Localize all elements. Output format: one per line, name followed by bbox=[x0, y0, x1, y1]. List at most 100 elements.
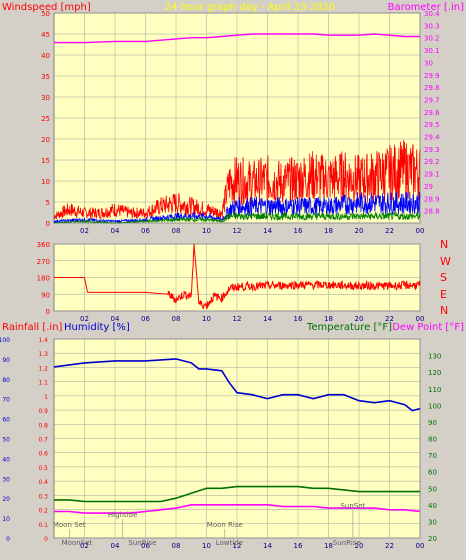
x-tick-label: 10 bbox=[202, 315, 211, 323]
rainfall-tick-label: 0.8 bbox=[38, 422, 48, 429]
x-tick-label: 08 bbox=[172, 227, 181, 235]
barometer-tick-label: 29.9 bbox=[424, 72, 440, 80]
x-tick-label: 14 bbox=[263, 315, 272, 323]
x-tick-label: 04 bbox=[111, 542, 120, 550]
x-tick-label: 06 bbox=[141, 315, 150, 323]
rainfall-tick-label: 0.5 bbox=[38, 465, 48, 472]
astro-annotation-label: SunRise bbox=[333, 539, 361, 547]
astro-annotation-label: SunSet bbox=[340, 502, 365, 510]
x-tick-label: 18 bbox=[324, 227, 333, 235]
x-tick-label: 22 bbox=[385, 542, 394, 550]
astro-annotation-label: Moon Set bbox=[53, 521, 86, 529]
temperature-tick-label: 20 bbox=[428, 535, 437, 543]
compass-label-n-top: N bbox=[440, 238, 448, 251]
direction-tick-label: 90 bbox=[41, 291, 50, 299]
temperature-tick-label: 50 bbox=[428, 485, 437, 493]
humidity-tick-label: 70 bbox=[2, 397, 10, 404]
rainfall-tick-label: 0.6 bbox=[38, 451, 48, 458]
humidity-tick-label: 90 bbox=[2, 357, 10, 364]
x-tick-label: 12 bbox=[233, 315, 242, 323]
humidity-line bbox=[53, 358, 421, 412]
windspeed-tick-label: 10 bbox=[41, 178, 50, 186]
rainfall-tick-label: 0.1 bbox=[38, 522, 48, 529]
barometer-tick-label: 29.6 bbox=[424, 109, 440, 117]
humidity-tick-label: 40 bbox=[2, 456, 10, 463]
x-tick-label: 20 bbox=[355, 542, 364, 550]
rainfall-tick-label: 0 bbox=[44, 536, 48, 543]
x-tick-label: 10 bbox=[202, 227, 211, 235]
dewpoint-line bbox=[54, 503, 421, 514]
temperature-tick-label: 110 bbox=[428, 386, 441, 394]
x-tick-label: 16 bbox=[294, 315, 303, 323]
rainfall-tick-label: 0.7 bbox=[38, 437, 48, 444]
x-tick-label: 16 bbox=[294, 227, 303, 235]
wind-low-line bbox=[54, 211, 421, 224]
barometer-tick-label: 30.1 bbox=[424, 47, 440, 55]
x-tick-label: 02 bbox=[80, 315, 89, 323]
wind-average-line bbox=[53, 191, 421, 224]
barometer-tick-label: 30.2 bbox=[424, 35, 440, 43]
barometer-tick-label: 28.8 bbox=[424, 208, 440, 216]
barometer-tick-label: 29.1 bbox=[424, 171, 440, 179]
wind-direction-line bbox=[54, 243, 421, 310]
chart-title: 24 hour graph day - April 23 2020 bbox=[165, 2, 335, 13]
barometer-tick-label: 29 bbox=[424, 183, 433, 191]
humidity-tick-label: 10 bbox=[2, 516, 10, 523]
astro-annotation-label: MoonSet bbox=[62, 539, 93, 547]
rainfall-tick-label: 1 bbox=[44, 394, 48, 401]
x-tick-label: 14 bbox=[263, 542, 272, 550]
temperature-tick-label: 40 bbox=[428, 502, 437, 510]
wind-gust-line bbox=[53, 139, 421, 220]
rainfall-tick-label: 0.2 bbox=[38, 508, 48, 515]
x-tick-label: 20 bbox=[355, 315, 364, 323]
grid-lines bbox=[54, 12, 421, 539]
windspeed-tick-label: 20 bbox=[41, 136, 50, 144]
windspeed-tick-label: 40 bbox=[41, 52, 50, 60]
rainfall-tick-label: 1.4 bbox=[38, 337, 48, 344]
barometer-axis-title: Barometer [.in] bbox=[388, 2, 464, 13]
humidity-axis-title: Humidity [%] bbox=[64, 322, 130, 333]
compass-label-w: W bbox=[440, 255, 451, 268]
x-tick-label: 18 bbox=[324, 542, 333, 550]
x-tick-label: 20 bbox=[355, 227, 364, 235]
x-tick-label: 02 bbox=[80, 227, 89, 235]
x-tick-label: 12 bbox=[233, 542, 242, 550]
humidity-tick-label: 100 bbox=[0, 337, 10, 344]
rainfall-tick-label: 1.2 bbox=[38, 365, 48, 372]
barometer-tick-label: 29.3 bbox=[424, 146, 440, 154]
barometer-tick-label: 29.7 bbox=[424, 96, 440, 104]
x-tick-label: 22 bbox=[385, 315, 394, 323]
compass-label-s: S bbox=[440, 271, 447, 284]
humidity-tick-label: 30 bbox=[2, 476, 10, 483]
barometer-tick-label: 30.3 bbox=[424, 22, 440, 30]
temperature-tick-label: 70 bbox=[428, 452, 437, 460]
dewpoint-axis-title: Dew Point [°F] bbox=[392, 322, 464, 333]
direction-tick-label: 360 bbox=[37, 241, 50, 249]
rainfall-tick-label: 1.1 bbox=[38, 380, 48, 387]
astro-annotation-label: Lowtide bbox=[216, 539, 243, 547]
compass-label-e: E bbox=[440, 288, 447, 301]
temperature-tick-label: 120 bbox=[428, 369, 441, 377]
rainfall-tick-label: 0.4 bbox=[38, 479, 48, 486]
barometer-line bbox=[54, 33, 420, 44]
humidity-tick-label: 60 bbox=[2, 417, 10, 424]
barometer-tick-label: 29.2 bbox=[424, 158, 440, 166]
rainfall-tick-label: 0.3 bbox=[38, 493, 48, 500]
barometer-tick-label: 28.9 bbox=[424, 195, 440, 203]
astro-annotation-label: Hightide bbox=[108, 511, 138, 519]
windspeed-tick-label: 35 bbox=[41, 73, 50, 81]
windspeed-tick-label: 0 bbox=[46, 220, 50, 228]
windspeed-tick-label: 30 bbox=[41, 94, 50, 102]
humidity-tick-label: 80 bbox=[2, 377, 10, 384]
temperature-tick-label: 130 bbox=[428, 353, 441, 361]
windspeed-tick-label: 50 bbox=[41, 10, 50, 18]
axis-ticks: 02 04 06 08 10 12 14 16 18 20 22 000510152025303540… bbox=[0, 10, 441, 550]
x-tick-label: 08 bbox=[172, 315, 181, 323]
direction-tick-label: 0 bbox=[46, 308, 50, 316]
humidity-tick-label: 50 bbox=[2, 437, 10, 444]
x-tick-label: 00 bbox=[416, 315, 425, 323]
x-tick-label: 22 bbox=[385, 227, 394, 235]
rainfall-tick-label: 0.9 bbox=[38, 408, 48, 415]
temperature-tick-label: 60 bbox=[428, 469, 437, 477]
